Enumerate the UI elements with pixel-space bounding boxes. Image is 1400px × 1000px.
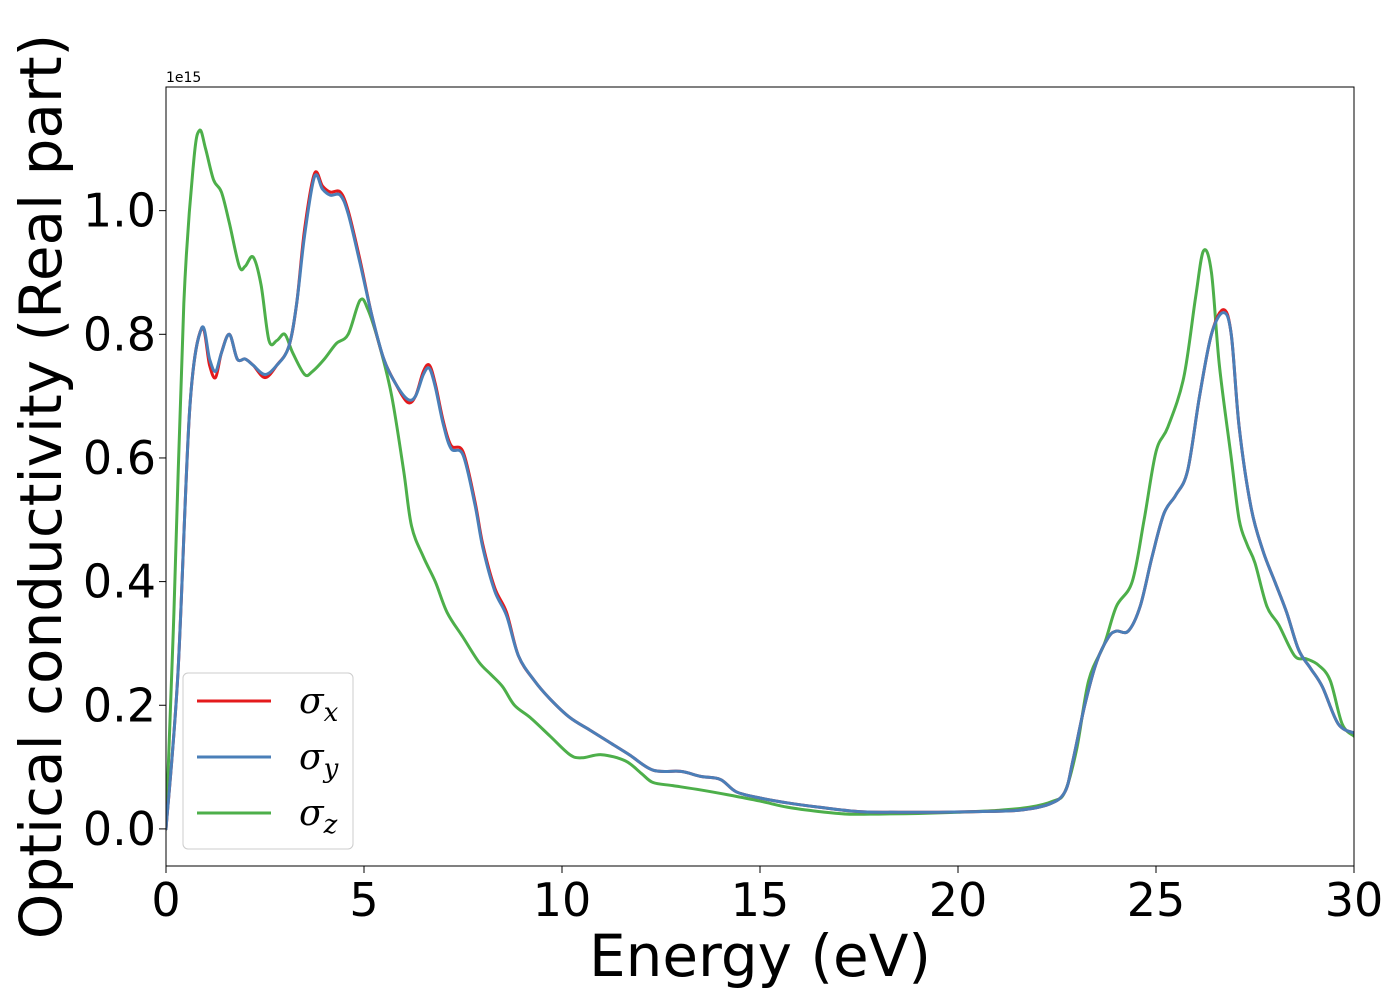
y-tick-label: 0.6 — [83, 431, 156, 485]
x-axis-title: Energy (eV) — [589, 922, 931, 990]
x-tick-label: 10 — [533, 873, 592, 927]
x-tick-label: 30 — [1325, 873, 1384, 927]
series-line-z — [166, 128, 1354, 831]
x-axis-ticks: 0 5 10 15 20 25 30 — [151, 866, 1383, 927]
legend-label-subscript: z — [323, 810, 338, 840]
legend-label-x: σx — [299, 681, 339, 728]
x-tick-label: 15 — [731, 873, 790, 927]
series-line-y — [166, 173, 1354, 831]
legend-label-symbol: σ — [299, 793, 325, 834]
y-tick-label: 0.8 — [83, 307, 156, 361]
legend-label-symbol: σ — [299, 681, 325, 722]
legend-label-subscript: x — [324, 698, 339, 728]
y-offset-text: 1e15 — [166, 70, 201, 86]
legend-label-y: σy — [299, 737, 339, 784]
x-tick-label: 25 — [1127, 873, 1186, 927]
y-tick-label: 0.2 — [83, 678, 156, 732]
y-tick-label: 1.0 — [83, 184, 156, 238]
legend-label-z: σz — [299, 793, 338, 840]
legend-box — [182, 672, 354, 850]
y-tick-label: 0.0 — [83, 802, 156, 856]
series-layer — [166, 128, 1354, 831]
y-axis-ticks: 0.0 0.2 0.4 0.6 0.8 1.0 — [83, 184, 166, 856]
x-tick-label: 5 — [349, 873, 378, 927]
legend-label-symbol: σ — [299, 737, 325, 778]
x-tick-label: 20 — [929, 873, 988, 927]
y-tick-label: 0.4 — [83, 555, 156, 609]
legend-label-subscript: y — [323, 754, 339, 784]
x-tick-label: 0 — [151, 873, 180, 927]
y-axis-title: Optical conductivity (Real part) — [7, 34, 75, 939]
